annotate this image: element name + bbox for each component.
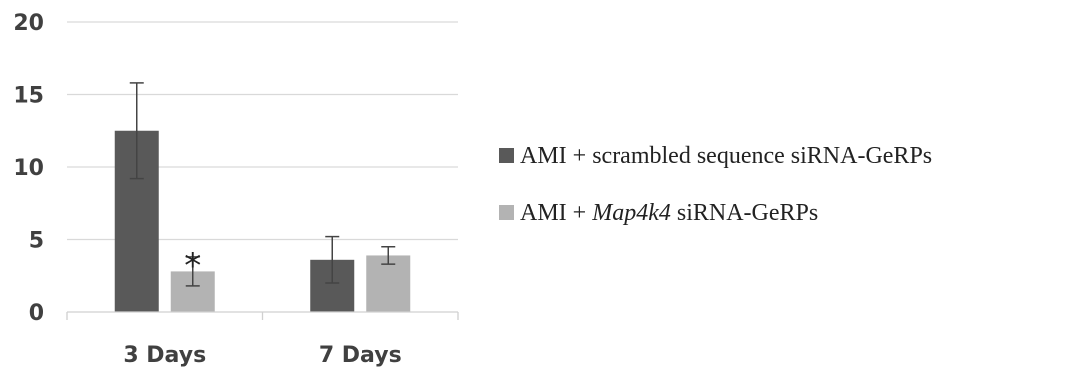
legend-label: AMI + scrambled sequence siRNA-GeRPs [520, 143, 932, 169]
legend-swatch [499, 205, 514, 220]
x-category-label: 7 Days [319, 343, 402, 368]
legend-swatch [499, 148, 514, 163]
y-tick-label: 15 [13, 84, 44, 109]
y-tick-label: 5 [29, 229, 44, 254]
x-category-label: 3 Days [123, 343, 206, 368]
y-tick-label: 20 [13, 11, 44, 36]
legend-label: AMI + Map4k4 siRNA-GeRPs [520, 200, 818, 226]
bars [114, 130, 411, 312]
error-bars [129, 82, 396, 287]
annotations: * [184, 246, 201, 286]
x-axis: 3 Days 7 Days [66, 311, 459, 368]
y-axis-ticks: 0 5 10 15 20 [13, 11, 44, 326]
legend: AMI + scrambled sequence siRNA-GeRPs AMI … [499, 143, 932, 226]
significance-asterisk: * [184, 246, 201, 286]
y-tick-label: 0 [29, 301, 44, 326]
y-tick-label: 10 [13, 156, 44, 181]
